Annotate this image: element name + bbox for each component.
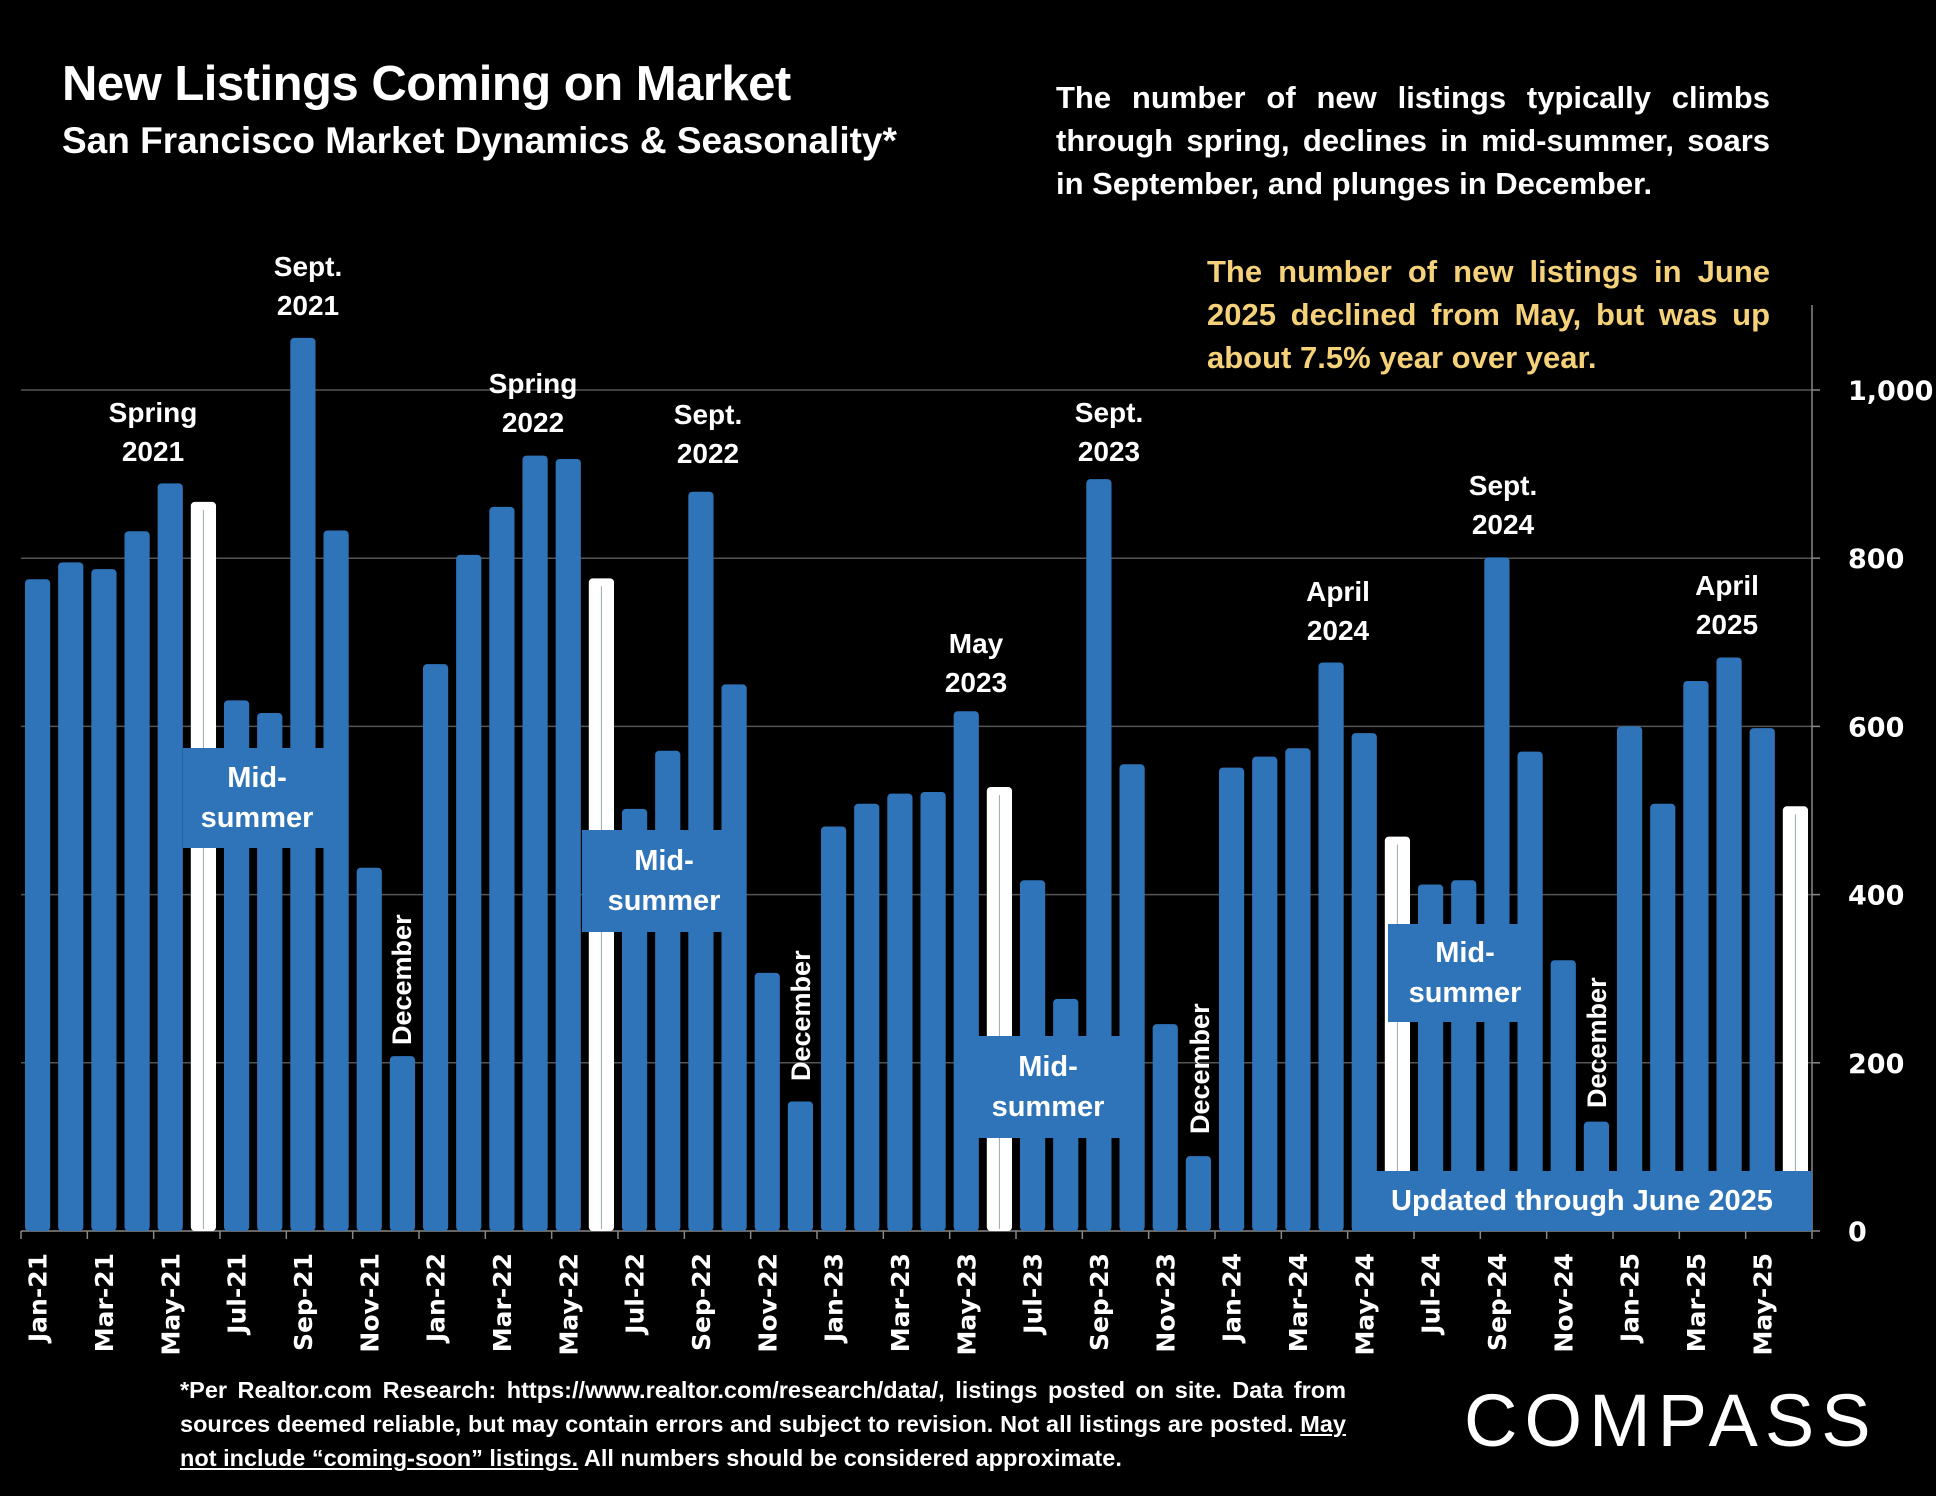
bar xyxy=(787,1101,814,1231)
x-tick-label: Mar-23 xyxy=(886,1253,915,1352)
annotation-april-2024: April 2024 xyxy=(1306,576,1370,646)
bar xyxy=(555,458,581,1231)
chart-subtitle: San Francisco Market Dynamics & Seasonal… xyxy=(62,120,897,161)
bar xyxy=(1351,733,1377,1231)
x-tick-label: Jan-24 xyxy=(1218,1253,1247,1344)
coming-soon-disclaimer: May not include “coming-soon” listings. xyxy=(180,1411,1346,1471)
bar xyxy=(1252,756,1278,1231)
bar xyxy=(58,562,84,1231)
bar xyxy=(854,803,880,1231)
description-text: The number of new listings typically cli… xyxy=(1056,80,1770,201)
bar xyxy=(1218,767,1245,1231)
bar xyxy=(887,793,913,1231)
bar xyxy=(1185,1156,1212,1231)
x-tick-label: May-24 xyxy=(1350,1253,1379,1355)
y-tick-label: 200 xyxy=(1848,1049,1904,1080)
bar xyxy=(91,569,117,1231)
x-tick-label: Mar-22 xyxy=(488,1253,517,1352)
compass-logo: COMPASS xyxy=(1464,1379,1878,1462)
y-tick-label: 1,000 xyxy=(1848,376,1933,407)
annotation-may-2023: May 2023 xyxy=(944,628,1008,698)
x-tick-label: Sep-23 xyxy=(1085,1253,1114,1351)
bar xyxy=(422,664,449,1231)
bar xyxy=(1749,728,1775,1231)
bar xyxy=(489,506,515,1231)
y-tick-label: 400 xyxy=(1848,881,1904,912)
x-tick-label: Jan-23 xyxy=(820,1253,849,1344)
december-label-2024: December xyxy=(1582,977,1612,1108)
annotation-sept-2022: Sept. 2022 xyxy=(673,399,743,469)
x-tick-label: Mar-24 xyxy=(1284,1253,1313,1352)
midsummer-label-2022: Mid-summer xyxy=(582,830,746,932)
x-tick-label: Nov-23 xyxy=(1151,1253,1180,1353)
y-tick-label: 600 xyxy=(1848,712,1904,743)
bar xyxy=(1650,803,1676,1231)
bar xyxy=(820,826,847,1231)
x-tick-label: Jan-22 xyxy=(422,1253,451,1344)
x-tick-label: May-23 xyxy=(952,1253,981,1355)
x-tick-label: Nov-24 xyxy=(1549,1253,1578,1353)
x-tick-label: Jan-21 xyxy=(24,1253,53,1344)
annotation-spring-2021: Spring 2021 xyxy=(108,397,198,467)
bar xyxy=(1616,726,1643,1231)
x-tick-label: Sep-21 xyxy=(289,1253,318,1351)
midsummer-label-2023: Mid-summer xyxy=(956,1036,1140,1138)
bar xyxy=(1550,960,1576,1231)
midsummer-label-2021: Mid-summer xyxy=(183,748,331,848)
bar xyxy=(1285,748,1311,1231)
x-tick-label: Mar-21 xyxy=(90,1253,119,1352)
x-tick-label: May-22 xyxy=(554,1253,583,1355)
annotation-sept-2021: Sept. 2021 xyxy=(273,251,343,321)
bar xyxy=(389,1056,416,1231)
annotation-spring-2022: Spring 2022 xyxy=(488,368,578,438)
bar xyxy=(1119,764,1145,1231)
x-tick-label: Nov-22 xyxy=(753,1253,782,1353)
annotation-april-2025: April 2025 xyxy=(1695,570,1759,640)
december-label-2022: December xyxy=(786,950,816,1081)
december-label-2021: December xyxy=(387,914,417,1045)
bar xyxy=(1152,1024,1178,1231)
bar xyxy=(522,455,548,1231)
bar xyxy=(721,684,747,1231)
bar xyxy=(24,579,51,1231)
x-tick-label: May-25 xyxy=(1748,1253,1777,1355)
annotation-sept-2023: Sept. 2023 xyxy=(1074,397,1144,467)
x-tick-label: Nov-21 xyxy=(355,1253,384,1353)
bar xyxy=(1484,557,1510,1231)
bar xyxy=(1683,680,1709,1231)
y-tick-label: 0 xyxy=(1848,1217,1867,1248)
bar xyxy=(920,791,946,1231)
x-tick-label: Jul-22 xyxy=(621,1253,650,1336)
highlight-note: The number of new listings in June 2025 … xyxy=(1207,254,1770,375)
midsummer-label-2024: Mid-summer xyxy=(1388,924,1542,1022)
bar xyxy=(655,750,681,1231)
x-tick-label: Jul-23 xyxy=(1019,1253,1048,1336)
x-tick-label: Sep-24 xyxy=(1483,1253,1512,1351)
chart-title: New Listings Coming on Market xyxy=(62,57,791,111)
x-tick-label: Mar-25 xyxy=(1682,1253,1711,1352)
bar xyxy=(356,867,382,1231)
footnote: *Per Realtor.com Research: https://www.r… xyxy=(180,1377,1346,1471)
x-tick-label: Jul-21 xyxy=(223,1253,252,1336)
bar xyxy=(323,530,349,1231)
x-tick-label: Sep-22 xyxy=(687,1253,716,1351)
bar xyxy=(1318,662,1344,1231)
annotation-sept-2024: Sept. 2024 xyxy=(1468,470,1538,540)
bar xyxy=(953,711,979,1231)
december-label-2023: December xyxy=(1185,1003,1215,1134)
bar xyxy=(456,554,482,1231)
x-tick-label: Jul-24 xyxy=(1417,1253,1446,1336)
bar xyxy=(124,531,150,1231)
updated-through-label: Updated through June 2025 xyxy=(1352,1171,1812,1231)
bar xyxy=(1716,657,1742,1231)
bar xyxy=(754,972,780,1231)
x-tick-label: Jan-25 xyxy=(1616,1253,1645,1344)
y-tick-label: 800 xyxy=(1848,544,1904,575)
bar xyxy=(157,483,183,1231)
x-tick-label: May-21 xyxy=(156,1253,185,1355)
